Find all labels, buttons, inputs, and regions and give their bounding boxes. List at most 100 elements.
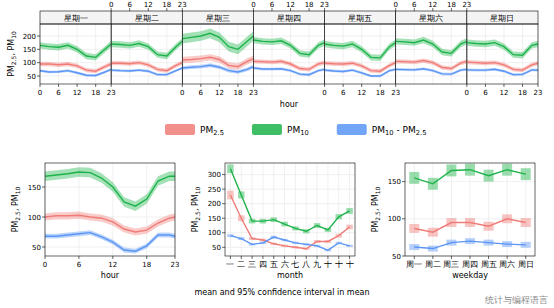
x-tick [200,84,201,87]
x-axis-label: hour [280,100,299,109]
y-tick-label: 50 [392,253,401,261]
x-tick-label: 十 [324,260,332,269]
x-tick-label: 六 [281,260,289,269]
series-line [45,172,175,206]
strip [467,11,538,24]
ci-band [45,167,175,211]
x-axis-label: hour [101,271,120,280]
grid-line [343,24,344,84]
x-tick [343,84,344,87]
plot-background [225,163,355,256]
ci-band [325,39,396,61]
grid-line [284,163,285,256]
legend-swatch [165,124,195,135]
x-tick-label: 18 [142,261,151,269]
x-tick [361,84,362,87]
series-line [325,63,396,72]
x-tick [503,84,504,87]
series-line [40,64,111,71]
panel-frame [40,24,111,84]
grid-line [432,163,433,256]
ci-bar [227,191,234,200]
legend-label: PM10 - PM2.5 [372,125,427,137]
series-line [253,61,324,69]
plot-area [396,37,467,76]
x-tick-label: 周六 [499,260,515,269]
grid-line [503,24,504,84]
x-tick [262,256,263,259]
plot-area [182,29,253,74]
x-tick-label: 6 [270,1,275,9]
grid-line [77,24,78,84]
x-tick [451,256,452,259]
strip-label: 星期一 [64,14,88,23]
series-line [111,63,182,71]
x-tick-label: 6 [127,1,132,9]
plot-area [111,38,182,76]
y-tick [42,187,45,188]
series-line [182,65,253,72]
x-tick [182,84,183,87]
y-tick [402,181,405,182]
x-tick-label: 18 [447,1,456,9]
x-tick [380,84,381,87]
y-tick-label: 200 [23,33,36,41]
ci-band [253,37,324,58]
y-tick [37,36,40,37]
y-tick [222,174,225,175]
y-axis-label: PM2.5, PM10 [11,186,21,232]
series-line [182,57,253,66]
y-tick-label: 100 [23,59,36,67]
x-tick-label: 一 [226,260,234,269]
x-tick [112,256,113,259]
x-tick-label: 23 [178,1,187,9]
series-line [414,241,525,248]
y-tick-label: 250 [208,186,221,194]
x-tick-label: 6 [412,1,417,9]
x-axis-label: month [277,271,303,280]
x-tick-label: 十 [335,260,343,269]
x-tick [58,84,59,87]
x-tick-label: 0 [38,89,42,97]
x-tick-label: 12 [215,89,224,97]
x-tick [538,84,539,87]
ci-band [45,230,175,253]
series-line [230,169,349,231]
y-tick [222,189,225,190]
x-tick-label: 12 [500,89,509,97]
x-tick [111,84,112,87]
x-tick [175,256,176,259]
grid-line [271,24,272,84]
x-tick [230,256,231,259]
x-tick-label: 0 [180,89,184,97]
x-tick [284,256,285,259]
series-line [467,62,538,70]
ci-band [467,39,538,58]
y-tick-label: 150 [28,184,41,192]
plot-area [409,164,530,252]
grid-line [290,24,291,84]
series-line [253,68,324,75]
x-tick [432,256,433,259]
x-tick-label: 四 [259,260,267,269]
panel-frame [396,24,467,84]
x-tick-label: 0 [465,89,469,97]
grid-line [432,24,433,84]
plot-area [325,39,396,77]
x-tick-label: 12 [144,1,153,9]
ci-band [111,38,182,59]
x-axis-label: weekday [452,271,488,280]
grid-line [252,163,253,256]
legend-swatch [252,124,282,135]
ci-band [45,212,175,236]
series-line [45,215,175,232]
x-tick-label: 6 [483,89,488,97]
series-line [396,69,467,74]
y-tick-label: 50 [27,73,36,81]
ci-band [182,29,253,55]
x-tick [219,84,220,87]
x-tick-label: 12 [357,89,366,97]
x-tick-label: 6 [199,89,204,97]
x-tick [507,256,508,259]
x-tick [338,256,339,259]
